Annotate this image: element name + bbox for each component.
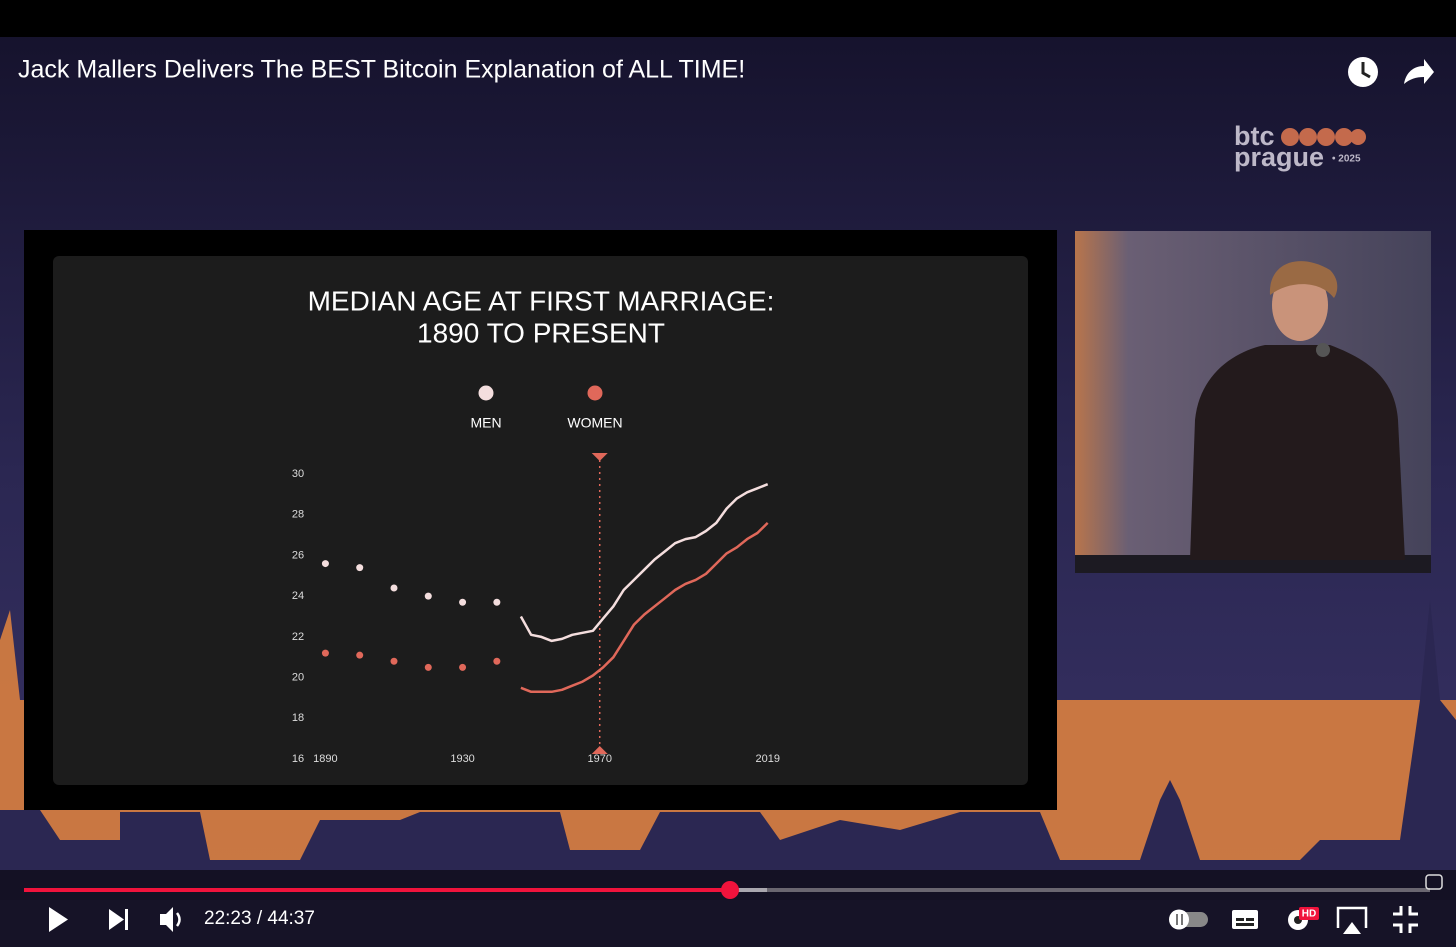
chart-title: 1890 TO PRESENT — [417, 317, 665, 348]
data-dot — [459, 598, 467, 606]
data-dot — [390, 657, 398, 665]
skyline — [0, 600, 1456, 900]
data-dot — [356, 651, 364, 659]
data-dot — [424, 592, 432, 600]
legend-dot — [587, 385, 603, 401]
slide-panel — [53, 256, 1028, 785]
y-tick-label: 18 — [292, 712, 304, 724]
highlight-arrow — [591, 453, 608, 461]
share[interactable] — [1404, 59, 1434, 84]
autoplay-toggle[interactable] — [1169, 909, 1208, 930]
logo-text: prague — [1234, 142, 1324, 172]
data-dot — [424, 663, 432, 671]
airplay-button[interactable] — [1336, 906, 1368, 934]
speaker-camera — [1075, 231, 1431, 573]
next-button[interactable] — [109, 909, 128, 930]
chart: MEDIAN AGE AT FIRST MARRIAGE:1890 TO PRE… — [292, 285, 780, 765]
data-line — [519, 483, 769, 643]
data-dot — [356, 564, 364, 572]
captions-button[interactable] — [1232, 910, 1258, 929]
y-tick-label: 20 — [292, 671, 304, 683]
data-dot — [493, 598, 501, 606]
data-line — [520, 522, 769, 694]
x-tick-label: 1970 — [587, 753, 611, 765]
legend-label: WOMEN — [567, 415, 622, 431]
legend-dot — [478, 385, 494, 401]
volume-button[interactable] — [160, 907, 181, 932]
legend-label: MEN — [470, 415, 501, 431]
logo-dots — [1281, 128, 1366, 146]
data-dot — [493, 657, 501, 665]
y-tick-label: 28 — [292, 509, 304, 521]
x-tick-label: 1890 — [313, 753, 337, 765]
watch-later[interactable] — [1348, 57, 1378, 87]
x-tick-label: 1930 — [450, 753, 474, 765]
time-display: 22:23 / 44:37 — [204, 908, 315, 929]
logo-text: btc — [1234, 121, 1275, 151]
play-button[interactable] — [49, 907, 68, 932]
y-tick-label: 30 — [292, 468, 304, 480]
data-dot — [390, 584, 398, 592]
y-tick-label: 24 — [292, 590, 304, 602]
x-tick-label: 2019 — [755, 753, 779, 765]
miniplayer[interactable] — [1425, 874, 1443, 890]
progress-played — [24, 888, 730, 892]
data-dot — [459, 663, 467, 671]
y-tick-label: 26 — [292, 549, 304, 561]
y-tick-label: 16 — [292, 753, 304, 765]
video-title: Jack Mallers Delivers The BEST Bitcoin E… — [18, 56, 745, 84]
exit-fullscreen[interactable] — [1393, 906, 1418, 933]
data-dot — [321, 560, 329, 568]
highlight-arrow — [591, 746, 608, 754]
chart-title: MEDIAN AGE AT FIRST MARRIAGE: — [308, 285, 775, 316]
y-tick-label: 22 — [292, 631, 304, 643]
logo-year: • 2025 — [1332, 154, 1361, 165]
top-bar — [0, 0, 1456, 37]
settings-button[interactable] — [1288, 907, 1319, 930]
scrubber[interactable] — [721, 881, 739, 899]
hd-badge: HD — [1302, 909, 1316, 920]
data-dot — [321, 649, 329, 657]
